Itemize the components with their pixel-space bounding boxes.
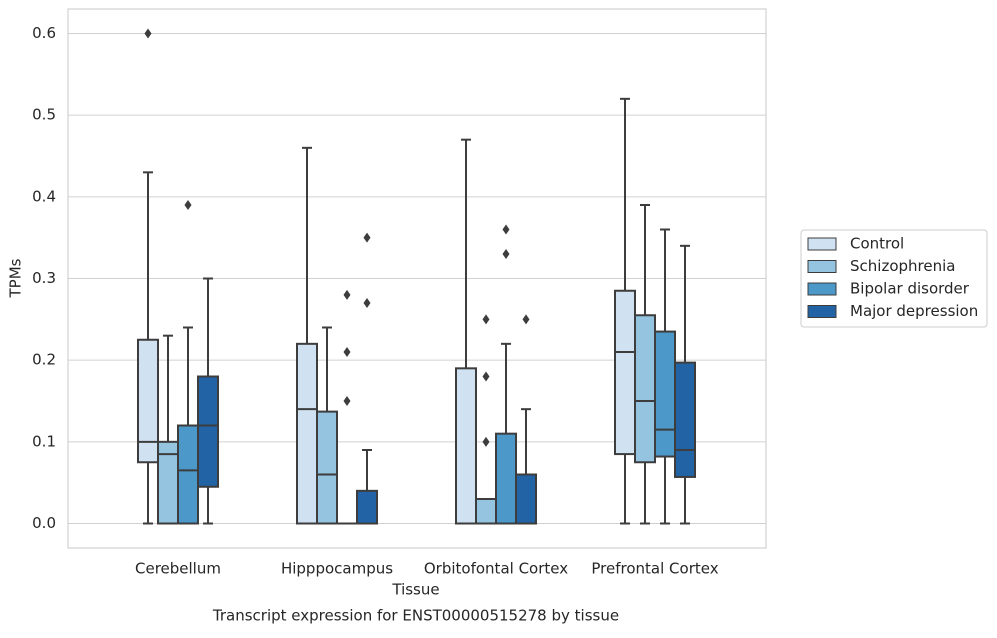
chart-title: Transcript expression for ENST0000051527… <box>212 607 619 625</box>
box <box>674 361 696 478</box>
outlier <box>343 396 351 406</box>
legend-swatch <box>807 282 837 296</box>
box <box>455 367 477 525</box>
box <box>654 330 676 458</box>
box <box>495 432 517 525</box>
legend <box>800 229 988 328</box>
outlier <box>502 224 510 235</box>
y-tick-label: 0.4 <box>32 187 56 205</box>
legend-swatch <box>807 237 837 251</box>
outlier <box>482 314 490 325</box>
legend-label: Schizophrenia <box>850 257 955 275</box>
y-tick-label: 0.3 <box>32 269 56 287</box>
x-tick-label: Hipppocampus <box>281 560 393 578</box>
outlier <box>482 436 490 447</box>
legend-label: Bipolar disorder <box>850 280 970 298</box>
outlier <box>184 200 192 210</box>
box <box>634 314 656 464</box>
legend-label: Major depression <box>850 302 978 320</box>
outlier <box>502 249 510 259</box>
y-tick-label: 0.5 <box>32 106 56 124</box>
outlier <box>522 314 530 325</box>
y-tick-label: 0.0 <box>32 514 56 532</box>
outlier <box>482 371 490 382</box>
y-tick-label: 0.2 <box>32 351 56 369</box>
box <box>356 489 378 525</box>
outlier <box>343 347 351 357</box>
legend-swatch <box>807 305 837 318</box>
outlier <box>363 232 371 243</box>
legend-swatch <box>807 260 837 273</box>
outlier <box>343 289 351 300</box>
box <box>177 424 199 525</box>
box <box>475 498 497 525</box>
outlier <box>144 28 152 39</box>
box <box>614 289 636 456</box>
box <box>197 375 219 488</box>
legend-label: Control <box>850 235 904 253</box>
x-tick-label: Orbitofontal Cortex <box>424 560 568 578</box>
box <box>515 473 537 525</box>
box <box>137 338 159 464</box>
x-tick-label: Cerebellum <box>135 560 221 578</box>
y-tick-label: 0.6 <box>32 24 56 42</box>
outlier <box>363 298 371 308</box>
x-axis-label: Tissue <box>391 581 439 599</box>
box <box>316 410 338 525</box>
y-axis-label: TPMs <box>7 258 25 298</box>
y-tick-label: 0.1 <box>32 432 56 450</box>
box <box>296 342 318 525</box>
x-tick-label: Prefrontal Cortex <box>591 560 718 578</box>
